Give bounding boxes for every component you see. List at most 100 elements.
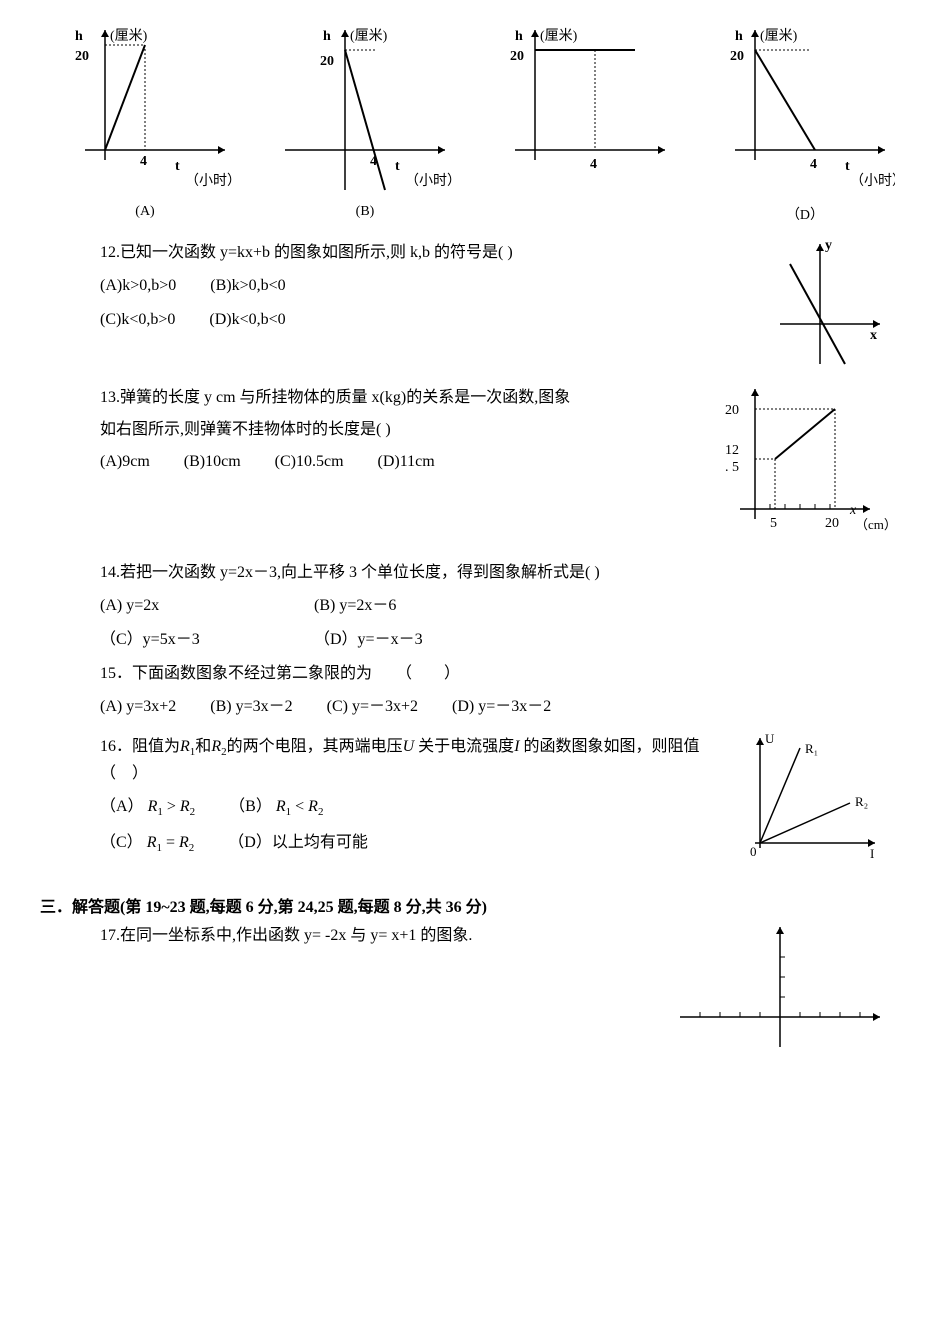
chart-b-xlabel: t [395, 159, 400, 174]
q16-c-r2: R [179, 834, 189, 851]
q16-l1d: 关于电流强度 [418, 738, 514, 755]
q16-b-pre: （B） [229, 798, 272, 815]
q16-a-r2s: 2 [190, 806, 196, 818]
q16-a-r2: R [180, 798, 190, 815]
q12-graph: y x [770, 234, 890, 379]
q13-xunit: （cm） [855, 517, 890, 532]
q12-opt-a: (A)k>0,b>0 [100, 272, 176, 301]
chart-b-ylabel: h [323, 29, 331, 44]
q16-r2: R [211, 738, 221, 755]
q16-line1: 16．阻值为R1和R2的两个电阻，其两端电压U 关于电流强度I 的函数图象如图，… [100, 734, 730, 787]
chart-d-xmark: 4 [810, 157, 817, 172]
chart-c-ylabel: h [515, 29, 523, 44]
q16-c-r1s: 1 [156, 842, 162, 854]
q15-opt-d: (D) y=－3x－2 [452, 693, 551, 722]
q15-opt-c: (C) y=－3x+2 [327, 693, 418, 722]
q12-text: 12.已知一次函数 y=kx+b 的图象如图所示,则 k,b 的符号是( ) [100, 240, 770, 266]
chart-b-yunit: (厘米) [350, 28, 388, 44]
q16-r1label: R₁ [805, 741, 818, 756]
q13-line2: 如右图所示,则弹簧不挂物体时的长度是( ) [100, 417, 700, 443]
chart-c-yunit: (厘米) [540, 28, 578, 44]
q16-ilabel: I [870, 846, 874, 861]
q16-b-r2: R [308, 798, 318, 815]
chart-a-yunit: (厘米) [110, 28, 148, 44]
q16-c-r1: R [147, 834, 157, 851]
chart-b-label: (B) [260, 204, 470, 220]
q16-r1: R [180, 738, 190, 755]
question-12: 12.已知一次函数 y=kx+b 的图象如图所示,则 k,b 的符号是( ) (… [100, 234, 890, 379]
chart-d-xlabel: t [845, 159, 850, 174]
q17-text: 17.在同一坐标系中,作出函数 y= -2x 与 y= x+1 的图象. [100, 923, 670, 949]
q16-l1c: 的两个电阻，其两端电压 [227, 738, 403, 755]
chart-d-xunit: （小时） [850, 173, 895, 189]
q13-opt-c: (C)10.5cm [275, 448, 344, 477]
q16-b-rel: < [295, 798, 304, 815]
q14-text: 14.若把一次函数 y=2x－3,向上平移 3 个单位长度，得到图象解析式是( … [100, 560, 890, 586]
q14-opt-d: （D）y=－x－3 [314, 626, 423, 655]
q16-opt-d: （D）以上均有可能 [228, 829, 368, 858]
chart-a-ylabel: h [75, 29, 83, 44]
q13-x20: 20 [825, 516, 839, 531]
chart-c-xmark: 4 [590, 157, 597, 172]
q15-text: 15．下面函数图象不经过第二象限的为 （ ） [100, 661, 890, 687]
q13-opt-b: (B)10cm [184, 448, 241, 477]
chart-a-label: (A) [40, 204, 250, 220]
chart-d-ylabel: h [735, 29, 743, 44]
q16-c-r2s: 2 [189, 842, 195, 854]
q14-options-row2: （C）y=5x－3 （D）y=－x－3 [100, 626, 890, 655]
chart-c: h (厘米) 20 4 [480, 20, 690, 224]
q16-opt-b: （B） R1 < R2 [229, 793, 323, 823]
q16-a-r1: R [148, 798, 158, 815]
chart-a-ymax: 20 [75, 49, 89, 64]
q16-a-rel: > [167, 798, 176, 815]
q16-l1a: 16．阻值为 [100, 738, 180, 755]
chart-d-yunit: (厘米) [760, 28, 798, 44]
chart-c-svg: h (厘米) 20 4 [495, 20, 675, 200]
chart-a-xlabel: t [175, 159, 180, 174]
q16-options-row1: （A） R1 > R2 （B） R1 < R2 [100, 793, 730, 823]
q16-l1b: 和 [195, 738, 211, 755]
question-16: 16．阻值为R1和R2的两个电阻，其两端电压U 关于电流强度I 的函数图象如图，… [100, 728, 890, 873]
q12-ylabel: y [825, 238, 832, 253]
question-17: 17.在同一坐标系中,作出函数 y= -2x 与 y= x+1 的图象. [100, 917, 890, 1062]
q16-b-r1: R [276, 798, 286, 815]
q13-xlabel: x [849, 503, 857, 518]
q16-a-r1s: 1 [157, 806, 163, 818]
q16-ulabel: U [765, 731, 775, 746]
q14-options-row1: (A) y=2x (B) y=2x－6 [100, 592, 890, 621]
q16-b-r1s: 1 [286, 806, 292, 818]
q14-opt-c: （C）y=5x－3 [100, 626, 280, 655]
q13-y20: 20 [725, 403, 739, 418]
q13-opt-d: (D)11cm [378, 448, 435, 477]
chart-b-svg: h (厘米) 20 4 t （小时） [275, 20, 455, 200]
q16-graph: U I 0 R₁ R₂ [730, 728, 890, 873]
chart-b-ymax: 20 [320, 54, 334, 69]
q13-graph: 20 12 . 5 5 20 x （cm） [700, 379, 890, 554]
option-charts-row: h (厘米) 20 4 t （小时） (A) h (厘米) 20 4 t （小时… [40, 20, 910, 224]
q12-opt-c: (C)k<0,b>0 [100, 306, 175, 335]
chart-d-svg: h (厘米) 20 4 t （小时） [715, 20, 895, 200]
chart-a: h (厘米) 20 4 t （小时） (A) [40, 20, 250, 224]
q13-y5: . 5 [725, 460, 739, 475]
q17-grid [670, 917, 890, 1062]
q16-a-pre: （A） [100, 798, 144, 815]
section-3-header: 三．解答题(第 19~23 题,每题 6 分,第 24,25 题,每题 8 分,… [40, 893, 910, 917]
q14-opt-a: (A) y=2x [100, 592, 280, 621]
chart-d-label: （D） [700, 204, 910, 224]
q16-c-pre: （C） [100, 834, 143, 851]
q12-opt-b: (B)k>0,b<0 [210, 272, 285, 301]
q16-origin: 0 [750, 844, 757, 859]
q12-opt-d: (D)k<0,b<0 [209, 306, 285, 335]
q16-u: U [403, 738, 415, 755]
question-13: 13.弹簧的长度 y cm 与所挂物体的质量 x(kg)的关系是一次函数,图象 … [100, 379, 890, 554]
q13-line1: 13.弹簧的长度 y cm 与所挂物体的质量 x(kg)的关系是一次函数,图象 [100, 385, 700, 411]
chart-d: h (厘米) 20 4 t （小时） （D） [700, 20, 910, 224]
q13-y12: 12 [725, 443, 739, 458]
q15-options: (A) y=3x+2 (B) y=3x－2 (C) y=－3x+2 (D) y=… [100, 693, 890, 722]
q16-options-row2: （C） R1 = R2 （D）以上均有可能 [100, 829, 730, 859]
chart-c-ymax: 20 [510, 49, 524, 64]
q13-x5: 5 [770, 516, 777, 531]
q16-r2label: R₂ [855, 794, 868, 809]
q12-xlabel: x [870, 328, 877, 343]
chart-b: h (厘米) 20 4 t （小时） (B) [260, 20, 470, 224]
